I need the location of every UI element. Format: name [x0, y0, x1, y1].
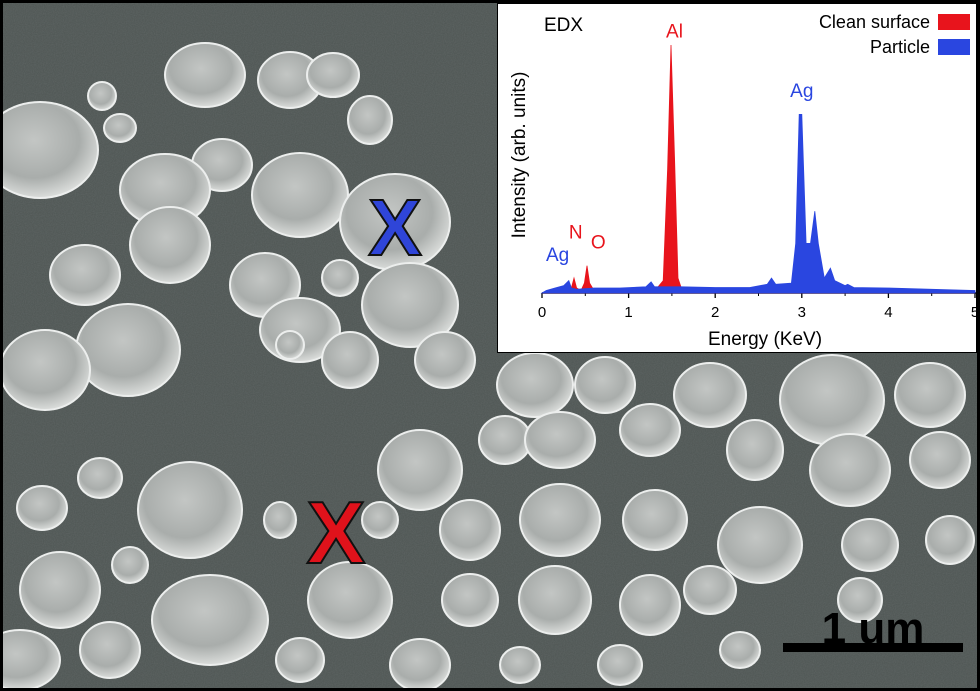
particle [717, 506, 803, 584]
x-tick-label: 3 [798, 304, 806, 321]
particle [837, 577, 883, 623]
y-axis-label: Intensity (arb. units) [509, 72, 530, 239]
particle [496, 352, 574, 418]
spectrum-series [540, 44, 976, 294]
particle [151, 574, 269, 666]
scale-bar-label: 1 um [822, 604, 925, 653]
legend: Clean surface Particle [819, 12, 970, 57]
particle [251, 152, 349, 238]
particle [275, 637, 325, 683]
particle [619, 574, 681, 636]
particle [439, 499, 501, 561]
particle [574, 356, 636, 414]
particle [0, 329, 91, 411]
particle [111, 546, 149, 584]
chart-title: EDX [544, 15, 583, 36]
particle [841, 518, 899, 572]
particle [347, 95, 393, 145]
x-tick-label: 5 [971, 304, 977, 321]
x-ticks: 0 1 2 3 4 5 [538, 293, 977, 321]
particle [129, 206, 211, 284]
particle [377, 429, 463, 511]
particle [619, 403, 681, 457]
particle [518, 565, 592, 635]
particle [77, 457, 123, 499]
particle-marker-x: X [368, 183, 421, 272]
particle [164, 42, 246, 108]
peak-label: N [569, 222, 583, 243]
legend-swatch [938, 39, 970, 55]
particle [478, 415, 532, 465]
peak-label: Ag [790, 81, 813, 102]
peak-label: O [591, 232, 606, 253]
particle [719, 631, 761, 669]
particle [726, 419, 784, 481]
legend-swatch [938, 14, 970, 30]
particle [103, 113, 137, 143]
legend-label: Clean surface [819, 12, 930, 32]
particle [275, 330, 305, 360]
clean-surface-marker-x: X [307, 483, 366, 582]
particle [622, 489, 688, 551]
particle [79, 621, 141, 679]
particle [16, 485, 68, 531]
particle [263, 501, 297, 539]
particle-layer [0, 42, 975, 691]
particle [779, 354, 885, 446]
particle [894, 362, 966, 428]
series-area-particle [540, 114, 976, 294]
particle [306, 52, 360, 98]
x-tick-label: 1 [624, 304, 632, 321]
scale-bar-line [783, 643, 963, 652]
particle [49, 244, 121, 306]
x-tick-label: 4 [884, 304, 892, 321]
x-axis-label: Energy (KeV) [708, 329, 822, 350]
particle [597, 644, 643, 686]
particle [909, 431, 971, 489]
particle [414, 331, 476, 389]
particle [321, 259, 359, 297]
particle [524, 411, 596, 469]
edx-spectrum-inset: 0 1 2 3 4 5 EDX Intensity (arb. units) Energy… [497, 3, 977, 353]
particle [75, 303, 181, 397]
legend-label: Particle [870, 37, 930, 57]
particle [673, 362, 747, 428]
particle [87, 81, 117, 111]
particle [925, 515, 975, 565]
peak-label: Al [666, 22, 683, 43]
particle [19, 551, 101, 629]
particle [683, 565, 737, 615]
particle [499, 646, 541, 684]
particle [519, 483, 601, 557]
particle [441, 573, 499, 627]
particle [307, 561, 393, 639]
x-tick-label: 2 [711, 304, 719, 321]
particle [0, 101, 99, 199]
particle [137, 461, 243, 559]
particle [389, 638, 451, 691]
x-tick-label: 0 [538, 304, 546, 321]
particle [361, 262, 459, 348]
particle [809, 433, 891, 507]
particle [321, 331, 379, 389]
particle [361, 501, 399, 539]
peak-label: Ag [546, 245, 569, 266]
